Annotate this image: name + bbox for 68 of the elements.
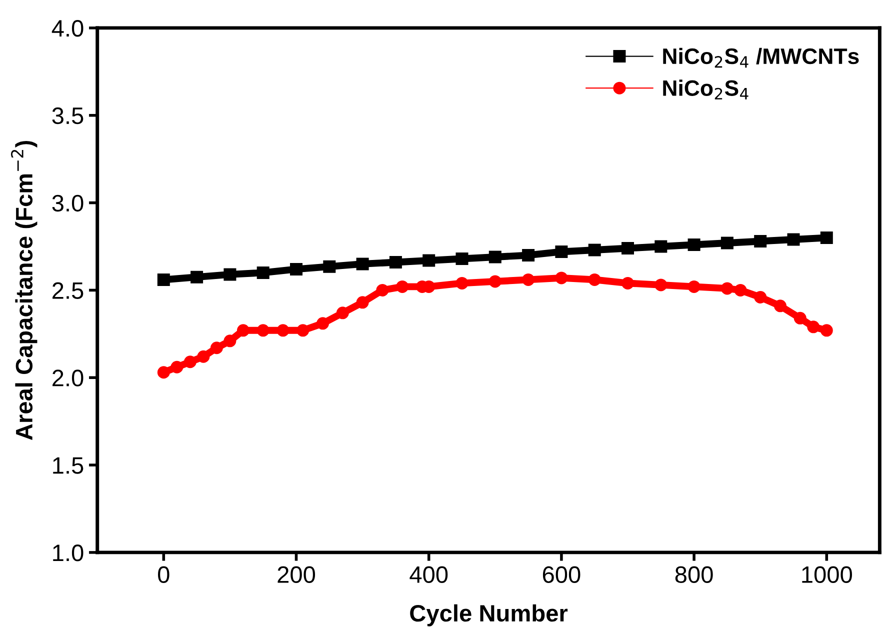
y-axis-title: Areal Capacitance (Fcm$^{−2}$) [11,140,38,440]
point [256,266,270,279]
x-axis-title: Cycle Number [410,604,568,626]
point [316,317,330,330]
point [296,324,310,337]
point [688,280,700,293]
point [622,242,634,254]
point [734,284,747,296]
point [654,278,668,292]
point [236,324,250,337]
point [688,238,700,251]
y-tick-label: 3.0 [52,194,84,212]
point [422,254,436,267]
point [820,324,833,337]
point [555,272,568,284]
point [456,276,468,290]
y-tick-label: 2.5 [52,282,84,299]
point [389,256,402,268]
x-tick-label: 600 [542,566,580,583]
point [276,324,290,337]
y-tick-label: 2.0 [52,370,84,386]
y-tick-label: 4.0 [52,20,84,37]
point [157,273,170,286]
y-tick-label: 3.5 [52,107,84,124]
point [224,334,236,348]
point [488,250,502,264]
point [356,296,369,309]
x-tick-label: 200 [278,566,316,583]
point [720,282,734,295]
point [290,262,302,276]
point [210,342,223,354]
point [488,275,502,288]
point [323,260,336,273]
point [654,240,668,253]
point [197,350,210,363]
y-tick-label: 1.0 [53,544,84,562]
legend-label: NiCo$_{2}$S$_{4}$ /MWCNTs [663,48,859,68]
point [157,366,170,379]
point [256,324,270,337]
point [170,360,184,374]
point [754,290,767,304]
point [794,312,806,324]
point [184,356,196,368]
point [588,273,601,286]
point [754,234,767,248]
legend-label: NiCo$_{2}$S$_{4}$ [663,80,748,100]
point [522,273,535,286]
point [336,306,349,320]
point [224,268,236,281]
point [376,284,389,296]
point [588,244,601,256]
y-tick-label: 1.5 [53,457,84,474]
point [774,300,786,312]
x-tick-label: 0 [158,566,170,583]
point [807,320,820,334]
point [456,252,468,265]
point [522,248,535,262]
point [396,280,409,293]
x-tick-label: 1000 [802,566,852,583]
point [356,258,369,270]
point [555,245,568,258]
x-tick-label: 400 [410,566,448,583]
point [622,276,634,290]
x-tick-label: 800 [675,566,713,583]
point [787,233,800,246]
point [720,236,734,250]
point [820,231,833,244]
point [190,270,204,284]
